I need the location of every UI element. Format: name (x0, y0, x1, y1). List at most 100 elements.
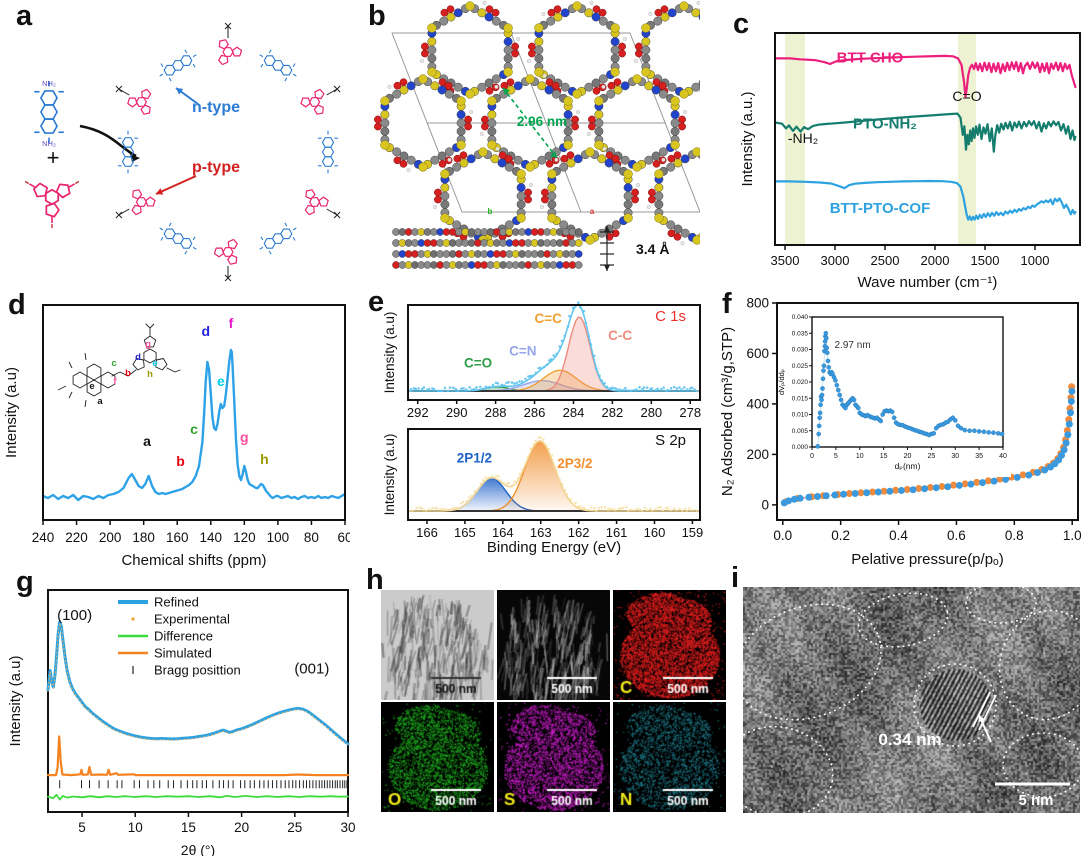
adsorption-point (874, 488, 882, 496)
ndi-unit (34, 80, 64, 144)
nmr-trace (41, 348, 347, 502)
svg-text:10: 10 (128, 820, 143, 835)
ndi-unit (259, 222, 297, 255)
svg-text:284: 284 (563, 405, 585, 420)
adsorption-point (932, 484, 940, 492)
adsorption-point (1041, 466, 1049, 474)
panel-b-crystal-model: 2.96 nm b a 3.4 Å (374, 0, 700, 271)
domain-outline (965, 587, 1037, 624)
svg-text:162: 162 (568, 525, 590, 540)
adsorption-point (967, 480, 975, 488)
svg-text:200: 200 (746, 447, 769, 462)
y-axis-label: Intensity (a.u) (7, 656, 24, 747)
btt-unit (213, 238, 238, 265)
tem-tile-df (497, 590, 610, 700)
panel-label-b: b (368, 0, 386, 32)
svg-text:C-C: C-C (608, 328, 632, 343)
svg-text:3000: 3000 (821, 253, 850, 268)
svg-text:25: 25 (927, 453, 935, 460)
ndi-unit (317, 130, 339, 174)
adsorption-point (978, 479, 986, 487)
svg-text:25: 25 (287, 820, 302, 835)
spectrum-title: C 1s (655, 308, 686, 325)
svg-text:0.8: 0.8 (1005, 528, 1024, 543)
domain-outline (743, 725, 834, 813)
ndi-unit (259, 49, 297, 82)
ndi-unit (117, 130, 139, 174)
btt-unit (127, 88, 152, 115)
desorption-point (926, 483, 934, 491)
svg-text:d: d (135, 352, 141, 363)
adsorption-point (863, 489, 871, 497)
svg-text:b: b (488, 207, 493, 216)
peak-label-b: b (176, 453, 185, 469)
svg-text:286: 286 (524, 405, 546, 420)
legend-item: Experimental (154, 612, 230, 627)
amine-label-top: NH₂ (42, 79, 56, 88)
peak-label-a: a (143, 433, 151, 449)
adsorption-point (1060, 446, 1068, 454)
svg-text:166: 166 (416, 525, 438, 540)
svg-text:200: 200 (99, 530, 122, 545)
panel-label-f: f (722, 288, 732, 320)
x-axis-label: Chemical shifts (ppm) (121, 552, 266, 569)
svg-text:5: 5 (834, 453, 838, 460)
plus-sign: + (47, 145, 60, 170)
svg-text:165: 165 (454, 525, 476, 540)
svg-text:30: 30 (951, 453, 959, 460)
component-2P3/2 (408, 440, 700, 512)
desorption-point (973, 478, 981, 486)
svg-text:2000: 2000 (921, 253, 950, 268)
svg-text:C=C: C=C (534, 311, 562, 326)
desorption-point (950, 481, 958, 489)
peak-label-h: h (260, 451, 269, 467)
adsorption-point (990, 477, 998, 485)
adsorption-point (886, 487, 894, 495)
n-type-label: n-type (192, 99, 240, 116)
btt-unit (28, 182, 76, 224)
svg-text:dVₚ/ddₚ: dVₚ/ddₚ (777, 369, 786, 395)
svg-text:e: e (89, 381, 94, 392)
pore-size-label: 2.96 nm (517, 114, 567, 129)
adsorption-point (1033, 469, 1041, 477)
adsorption-point (1068, 387, 1076, 395)
experimental-dots (47, 622, 349, 746)
adsorption-point (840, 490, 848, 498)
svg-text:1000: 1000 (1021, 253, 1050, 268)
adsorption-point (921, 485, 929, 493)
adsorption-point (897, 486, 905, 494)
scalebar-label: 5 nm (1018, 792, 1053, 809)
svg-text:20: 20 (234, 820, 249, 835)
peak-label-d: d (201, 323, 210, 339)
adsorption-point (1066, 409, 1074, 417)
svg-text:161: 161 (606, 525, 628, 540)
desorption-point (938, 482, 946, 490)
desorption-point (845, 490, 853, 498)
desorption-point (984, 477, 992, 485)
ndi-unit (159, 49, 197, 82)
svg-text:C=O: C=O (464, 356, 492, 371)
inset-structure (57, 323, 181, 408)
svg-text:160: 160 (644, 525, 666, 540)
adsorption-point (814, 493, 822, 501)
panel-e-xps-charts: C-C C=C C=N C=O C 1s 292 290 288 286 284 282 280 278… (382, 301, 703, 556)
svg-text:1.0: 1.0 (1063, 528, 1082, 543)
svg-text:282: 282 (602, 405, 624, 420)
adsorption-point (822, 492, 830, 500)
domain-outline (743, 603, 882, 721)
svg-text:h: h (147, 369, 153, 380)
svg-text:a: a (590, 207, 595, 216)
adsorption-point (1013, 473, 1021, 481)
svg-text:2P3/2: 2P3/2 (557, 456, 592, 471)
peak-label-f: f (229, 315, 234, 331)
x-axis-label: Wave number (cm⁻¹) (858, 274, 998, 290)
svg-text:0.025: 0.025 (792, 363, 809, 370)
x-axis-label: Pelative pressure(p/pₒ) (851, 551, 1003, 568)
svg-text:0.020: 0.020 (792, 379, 809, 386)
refined-curve (46, 620, 350, 746)
panel-g-pxrd-chart: (100) (001) Refined Experimental Difference S… (7, 589, 356, 856)
adsorption-point (1067, 397, 1075, 405)
